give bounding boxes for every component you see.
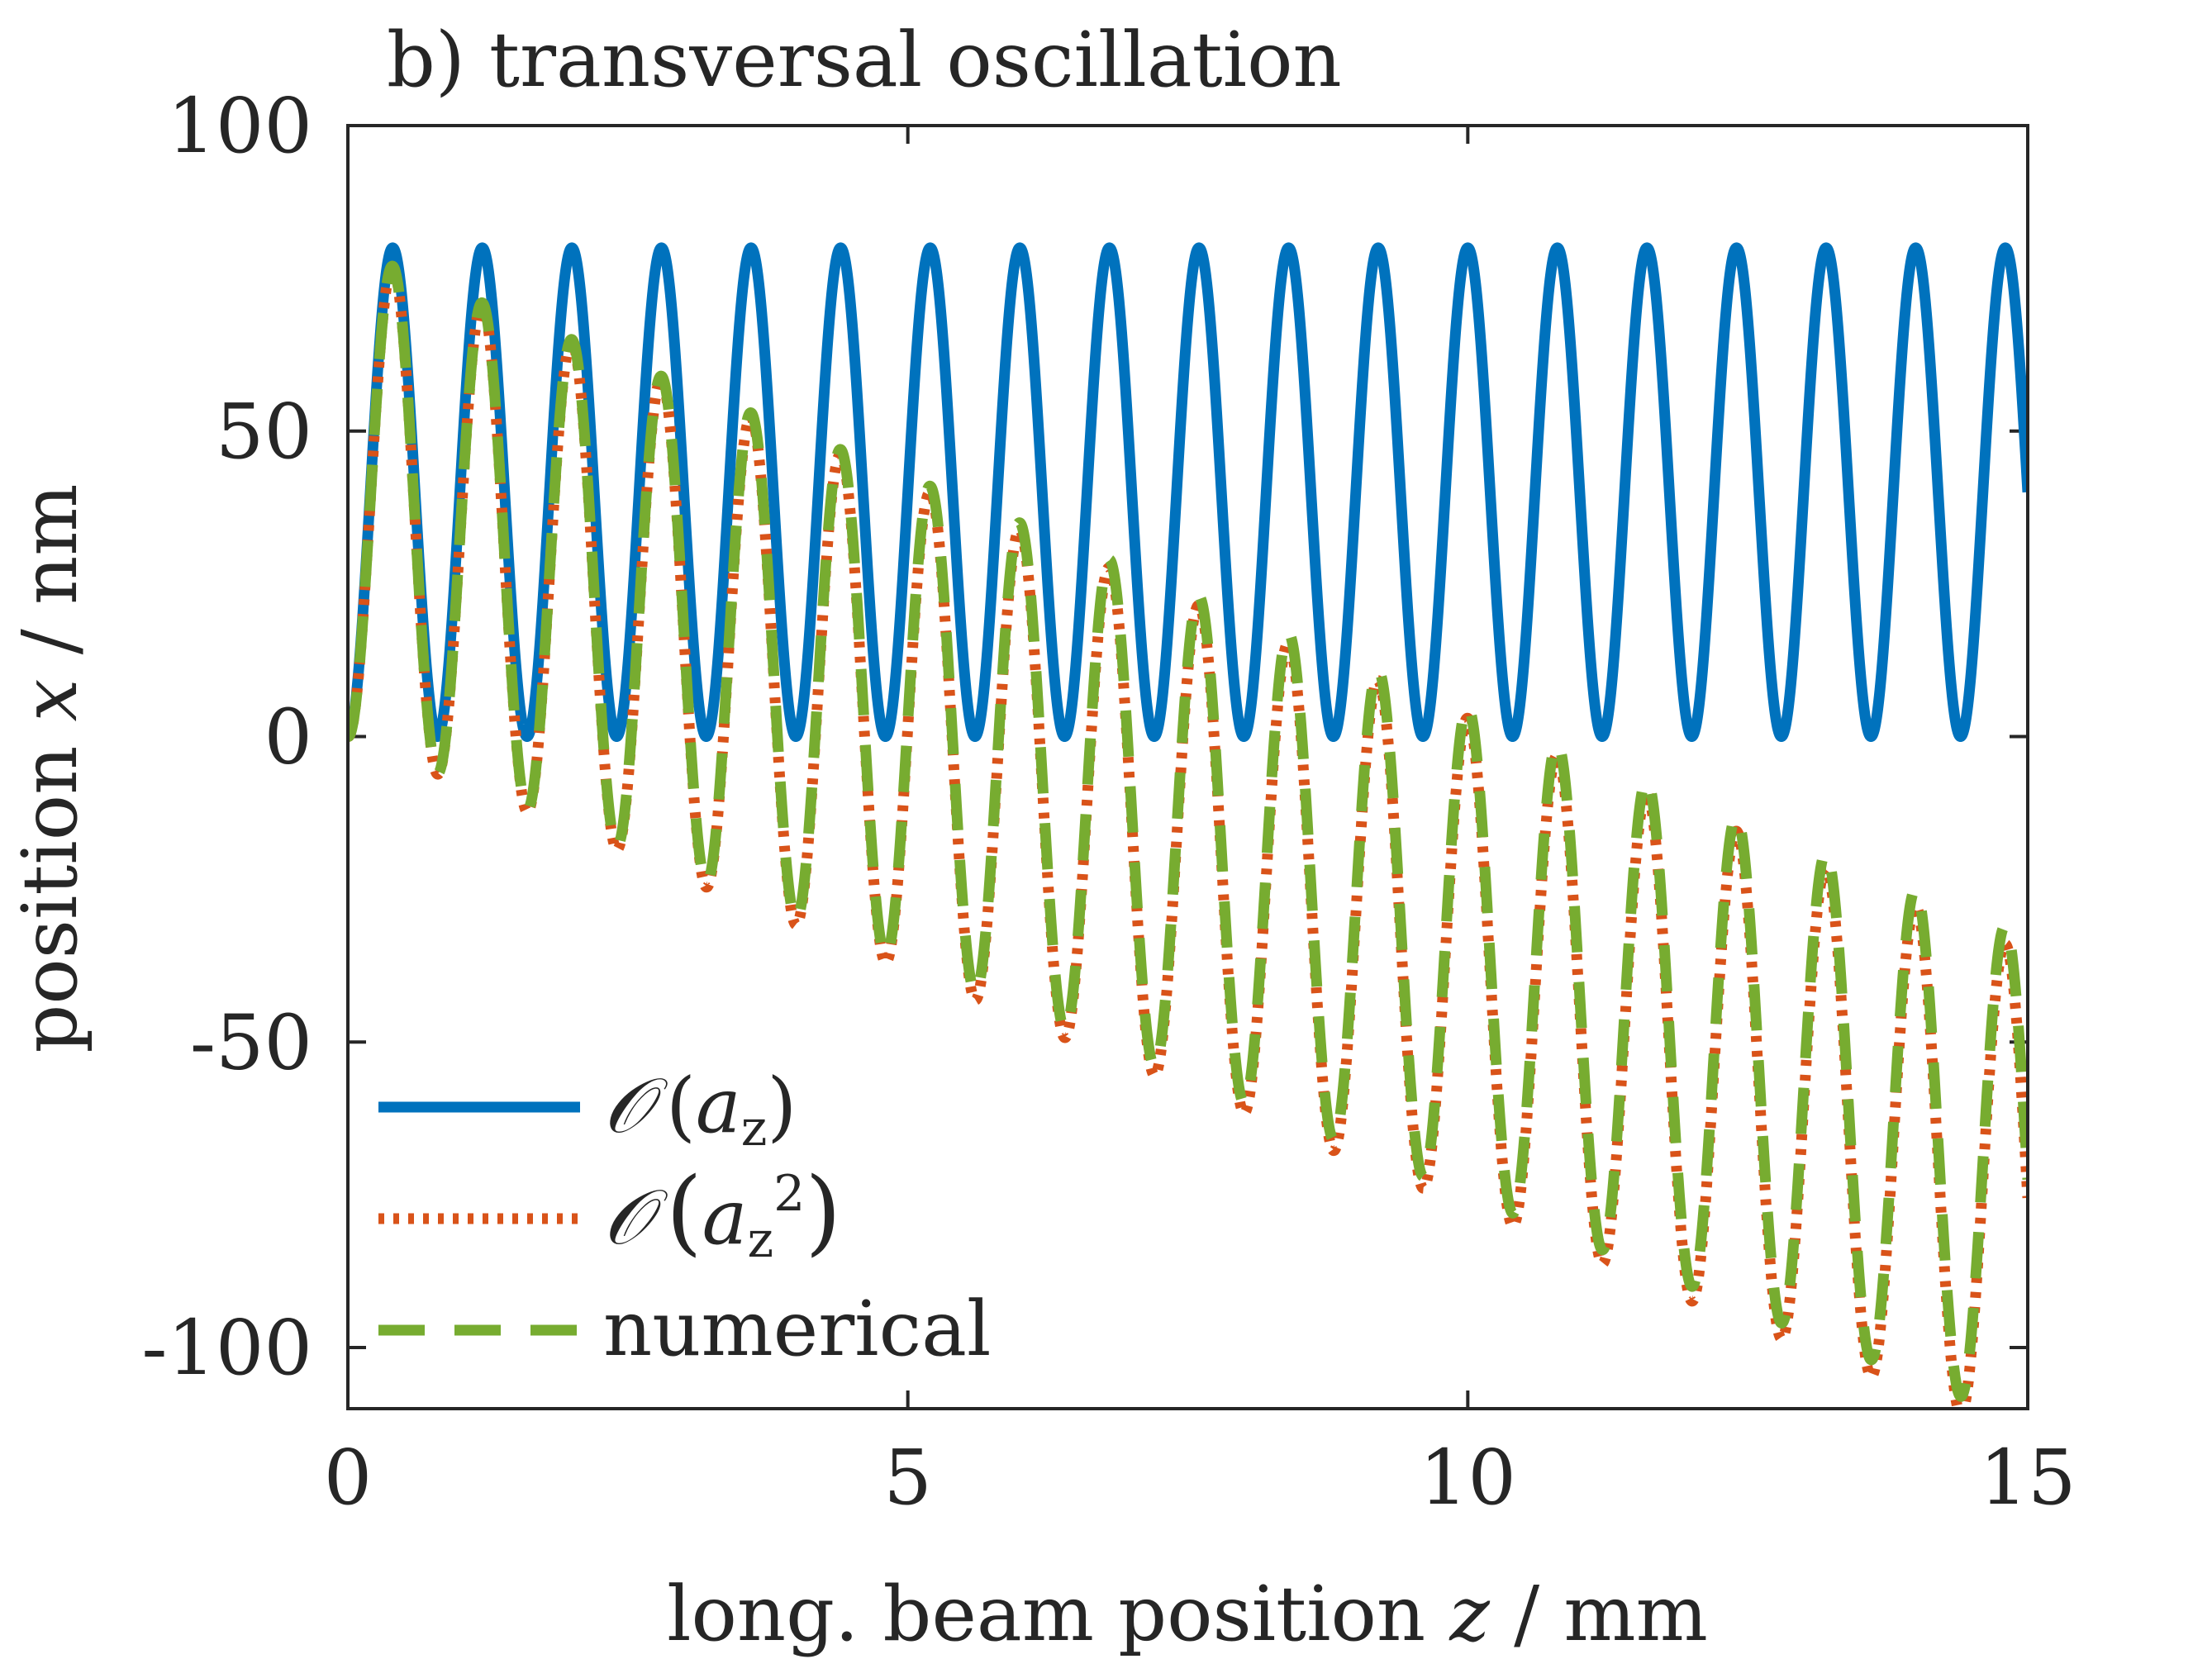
y-tick-label-4: 100 — [167, 82, 312, 170]
legend-label-second-order: 𝒪 (az2) — [603, 1158, 841, 1269]
y-tick-label-3: 50 — [216, 387, 312, 476]
y-axis-label: position x / nm — [6, 483, 94, 1053]
y-tick-labels: -100 -50 0 50 100 — [141, 82, 312, 1392]
x-axis-label: long. beam position z / mm — [667, 1570, 1708, 1658]
plot-frame — [346, 124, 2029, 1410]
series-second-order — [348, 261, 2028, 1409]
legend-second-order-sub: z — [748, 1211, 774, 1269]
x-tick-label-3: 15 — [1979, 1433, 2076, 1522]
x-tick-labels: 0 5 10 15 — [324, 1433, 2076, 1522]
y-tick-label-1: -50 — [190, 998, 312, 1086]
y-tick-label-2: 0 — [264, 693, 312, 782]
x-tick-label-0: 0 — [324, 1433, 373, 1522]
legend-second-order-open: ( — [666, 1158, 702, 1266]
legend-label-numerical: numerical — [603, 1285, 991, 1373]
y-axis-label-var: x — [6, 678, 94, 721]
legend-first-order-close: ) — [767, 1062, 797, 1150]
legend: 𝒪 (az) 𝒪 (az2) numerical — [378, 1062, 991, 1373]
legend-second-order-close: ) — [805, 1158, 841, 1266]
x-tick-label-1: 5 — [883, 1433, 932, 1522]
series-first-order — [348, 242, 2028, 743]
y-tick-label-0: -100 — [141, 1304, 312, 1392]
chart-title: b) transversal oscillation — [387, 16, 1342, 104]
x-axis-label-var: z — [1449, 1570, 1490, 1658]
legend-first-order-open: ( — [666, 1062, 696, 1150]
y-axis-label-post: / nm — [6, 483, 94, 678]
x-tick-label-2: 10 — [1420, 1433, 1516, 1522]
x-axis-label-post: / mm — [1490, 1570, 1708, 1658]
legend-second-order-base: a — [702, 1173, 748, 1262]
legend-label-first-order: 𝒪 (az) — [603, 1062, 797, 1157]
y-axis-label-pre: position — [6, 721, 94, 1053]
legend-first-order-sub: z — [741, 1100, 768, 1157]
x-axis-label-pre: long. beam position — [667, 1570, 1449, 1658]
series-numerical — [348, 260, 2028, 1402]
legend-second-order-sup: 2 — [773, 1165, 805, 1223]
series-group — [348, 242, 2028, 1409]
legend-first-order-base: a — [696, 1062, 741, 1150]
